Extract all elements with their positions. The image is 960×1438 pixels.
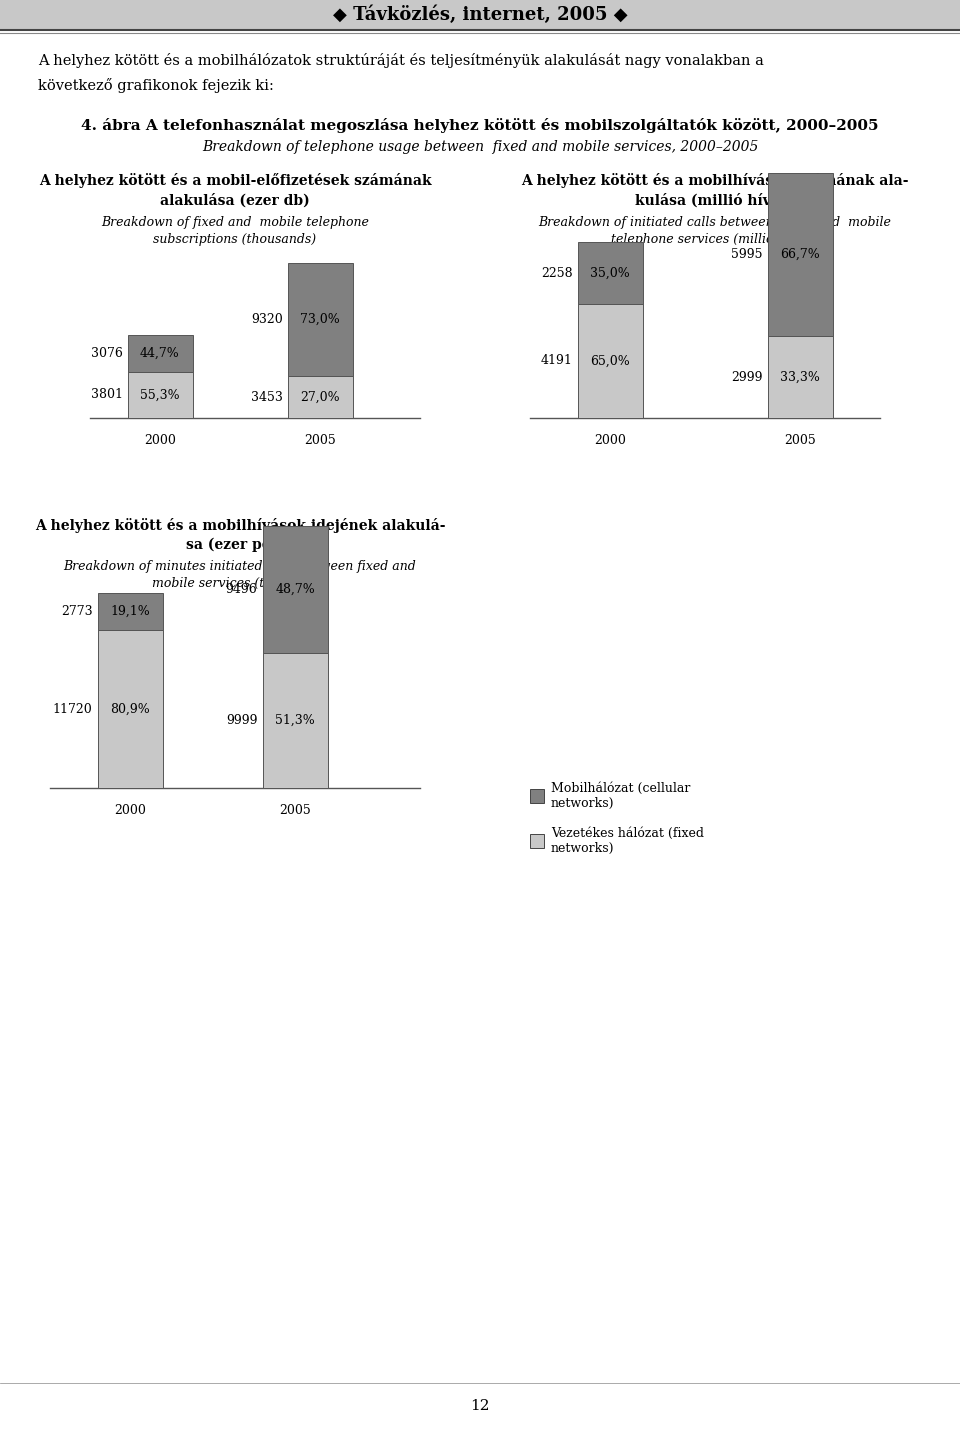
Text: telephone services (million calls): telephone services (million calls)	[611, 233, 819, 246]
Text: 2258: 2258	[540, 266, 572, 279]
Bar	[0, 0, 960, 30]
Text: Breakdown of minutes initiated calls between fixed and: Breakdown of minutes initiated calls bet…	[63, 559, 417, 572]
Text: 66,7%: 66,7%	[780, 249, 820, 262]
Text: 55,3%: 55,3%	[140, 388, 180, 401]
Text: 27,0%: 27,0%	[300, 391, 340, 404]
Bar	[530, 834, 544, 848]
Bar	[262, 653, 327, 788]
Text: kulása (millió hívás): kulása (millió hívás)	[636, 193, 795, 207]
Text: 73,0%: 73,0%	[300, 313, 340, 326]
Text: 2000: 2000	[144, 434, 176, 447]
Text: következő grafikonok fejezik ki:: következő grafikonok fejezik ki:	[38, 78, 274, 93]
Text: 2999: 2999	[731, 371, 762, 384]
Bar	[767, 173, 832, 336]
Text: 3453: 3453	[251, 391, 282, 404]
Text: Breakdown of telephone usage between  fixed and mobile services, 2000–2005: Breakdown of telephone usage between fix…	[202, 139, 758, 154]
Text: 11720: 11720	[53, 703, 92, 716]
Text: 3076: 3076	[90, 347, 123, 360]
Text: subscriptions (thousands): subscriptions (thousands)	[154, 233, 317, 246]
Bar	[578, 303, 642, 418]
Text: 2000: 2000	[594, 434, 626, 447]
Text: alakulása (ezer db): alakulása (ezer db)	[160, 193, 310, 207]
Text: Vezetékes hálózat (fixed
networks): Vezetékes hálózat (fixed networks)	[551, 827, 704, 856]
Text: A helyhez kötött és a mobil-előfizetések számának: A helyhez kötött és a mobil-előfizetések…	[38, 173, 431, 188]
Text: 9320: 9320	[251, 313, 282, 326]
Text: ◆ Távközlés, internet, 2005 ◆: ◆ Távközlés, internet, 2005 ◆	[333, 6, 627, 24]
Text: 33,3%: 33,3%	[780, 371, 820, 384]
Text: Breakdown of fixed and  mobile telephone: Breakdown of fixed and mobile telephone	[101, 216, 369, 229]
Bar	[98, 592, 162, 630]
Text: A helyhez kötött és a mobilhívások idejének alakulá-: A helyhez kötött és a mobilhívások idejé…	[35, 518, 445, 533]
Text: Breakdown of initiated calls between  fixed and  mobile: Breakdown of initiated calls between fix…	[539, 216, 892, 229]
Text: A helyhez kötött és a mobilhívások számának ala-: A helyhez kötött és a mobilhívások számá…	[521, 173, 909, 188]
Bar	[128, 372, 193, 418]
Text: 19,1%: 19,1%	[110, 605, 150, 618]
Text: 2005: 2005	[304, 434, 336, 447]
Text: 12: 12	[470, 1399, 490, 1414]
Text: A helyhez kötött és a mobilhálózatok struktúráját és teljesítményük alakulását n: A helyhez kötött és a mobilhálózatok str…	[38, 53, 764, 68]
Bar	[98, 630, 162, 788]
Text: 51,3%: 51,3%	[276, 715, 315, 728]
Text: 80,9%: 80,9%	[110, 703, 150, 716]
Text: 48,7%: 48,7%	[276, 582, 315, 597]
Text: 4. ábra A telefonhasználat megoszlása helyhez kötött és mobilszolgáltatók között: 4. ábra A telefonhasználat megoszlása he…	[82, 118, 878, 132]
Text: 35,0%: 35,0%	[590, 266, 630, 279]
Text: 4191: 4191	[540, 354, 572, 368]
Text: 2773: 2773	[60, 605, 92, 618]
Bar	[287, 377, 352, 418]
Bar	[530, 789, 544, 802]
Text: sa (ezer perc): sa (ezer perc)	[186, 538, 294, 552]
Bar	[128, 335, 193, 372]
Text: 2005: 2005	[784, 434, 816, 447]
Text: Mobilhálózat (cellular
networks): Mobilhálózat (cellular networks)	[551, 782, 690, 810]
Bar	[767, 336, 832, 418]
Text: mobile services (thousands): mobile services (thousands)	[152, 577, 328, 590]
Text: 9999: 9999	[226, 715, 257, 728]
Text: 44,7%: 44,7%	[140, 347, 180, 360]
Text: 2000: 2000	[114, 804, 146, 817]
Text: 65,0%: 65,0%	[590, 354, 630, 368]
Text: 9496: 9496	[226, 582, 257, 597]
Bar	[578, 243, 642, 303]
Bar	[287, 263, 352, 377]
Bar	[262, 526, 327, 653]
Text: 5995: 5995	[731, 249, 762, 262]
Text: 3801: 3801	[90, 388, 123, 401]
Text: 2005: 2005	[279, 804, 311, 817]
